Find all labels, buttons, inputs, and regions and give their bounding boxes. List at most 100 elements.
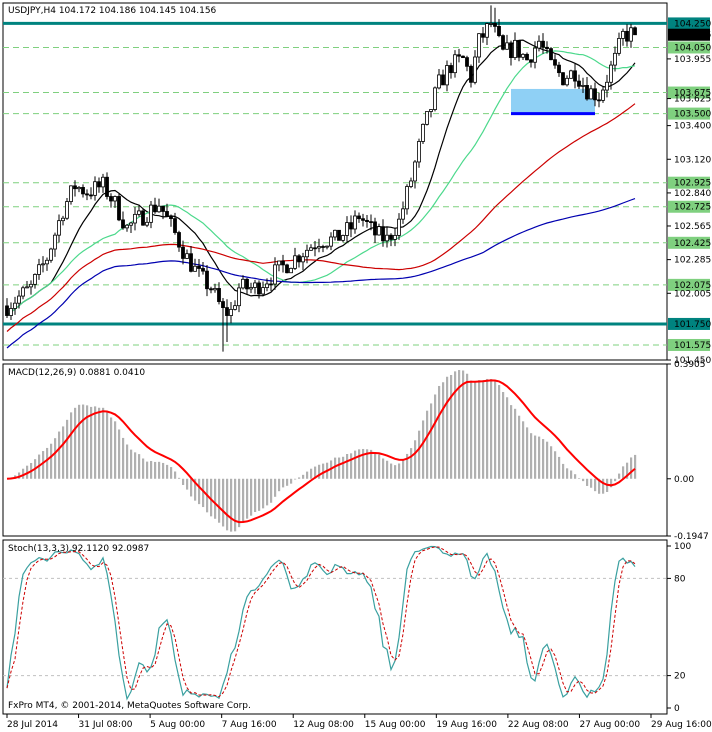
candle-body <box>553 59 557 66</box>
price-label-box <box>668 107 710 120</box>
candle-body <box>109 196 113 202</box>
candle <box>97 177 101 193</box>
candle <box>325 245 329 250</box>
macd-panel-frame <box>2 363 668 537</box>
candle-body <box>617 38 621 54</box>
candle <box>397 213 401 240</box>
candle-body <box>333 229 337 238</box>
macd-bar <box>246 478 249 519</box>
candle-body <box>549 48 553 61</box>
candle-body <box>289 267 293 274</box>
candle-body <box>197 265 201 269</box>
time-axis-label: 12 Aug 08:00 <box>293 720 354 730</box>
candle-body <box>393 234 397 240</box>
candle-body <box>269 283 273 286</box>
candle-body <box>165 211 169 217</box>
chart-header: USDJPY,H4 104.172 104.186 104.145 104.15… <box>8 6 217 16</box>
candle <box>125 224 129 232</box>
candle-body <box>581 85 585 87</box>
candle-body <box>469 65 473 83</box>
candle <box>549 47 553 61</box>
candle-body <box>525 53 529 61</box>
macd-histogram <box>10 370 637 532</box>
macd-bar <box>130 449 133 479</box>
macd-bar <box>138 454 141 479</box>
candle-body <box>81 187 85 195</box>
ma-long-line <box>6 198 636 349</box>
stoch-signal-line <box>6 546 636 698</box>
candle <box>249 282 253 294</box>
candle <box>521 53 525 61</box>
candle-body <box>433 87 437 110</box>
macd-bar <box>102 407 105 479</box>
macd-bar <box>530 433 533 479</box>
price-label-box <box>668 317 710 330</box>
candle <box>25 281 29 289</box>
candle <box>581 77 585 93</box>
candle <box>297 254 301 268</box>
macd-bar <box>614 478 617 482</box>
candle <box>353 210 357 234</box>
candle-body <box>369 221 373 223</box>
macd-bar <box>178 477 181 479</box>
macd-bar <box>318 464 321 479</box>
candle-body <box>73 185 77 190</box>
macd-bar <box>442 382 445 479</box>
candle <box>201 262 205 275</box>
candle <box>497 19 501 38</box>
candle <box>101 173 105 193</box>
macd-bar <box>610 478 613 488</box>
candle-body <box>189 253 193 272</box>
candle-body <box>121 219 125 229</box>
candle <box>557 61 561 77</box>
macd-bar <box>554 451 557 479</box>
candle-body <box>13 302 17 309</box>
candle <box>601 86 605 103</box>
candle-body <box>29 283 33 288</box>
candle-body <box>101 176 105 188</box>
candle <box>225 299 229 342</box>
time-axis-label: 27 Aug 00:00 <box>579 720 640 730</box>
macd-bar <box>54 438 57 479</box>
stoch-axis-label: 80 <box>674 574 686 584</box>
price-label-box <box>668 176 710 189</box>
macd-bar <box>298 477 301 479</box>
candle <box>77 186 81 193</box>
candle-body <box>225 307 229 316</box>
candle <box>121 211 125 230</box>
price-axis-label: 102.725 <box>674 203 711 213</box>
candle <box>149 200 153 229</box>
candle-body <box>349 222 353 230</box>
macd-bar <box>490 379 493 479</box>
macd-bar <box>74 407 77 479</box>
macd-bar <box>278 478 281 492</box>
candle <box>173 212 177 235</box>
macd-bar <box>110 417 113 479</box>
price-axis-label: 101.750 <box>674 320 711 330</box>
candle <box>625 24 629 47</box>
candle-body <box>545 46 549 50</box>
macd-bar <box>510 405 513 479</box>
candle-body <box>437 74 441 89</box>
price-label-box <box>668 236 710 249</box>
macd-bar <box>458 370 461 479</box>
macd-bar <box>586 478 589 486</box>
candle <box>409 177 413 189</box>
candle <box>633 26 637 36</box>
macd-bar <box>566 468 569 479</box>
ma-fast-line <box>6 39 636 316</box>
macd-bar <box>418 430 421 479</box>
candle <box>277 260 281 272</box>
candle <box>17 290 21 309</box>
candle <box>49 247 53 263</box>
candle-body <box>237 287 241 307</box>
candle-body <box>209 288 213 291</box>
macd-bar <box>558 456 561 479</box>
candle-body <box>9 308 13 316</box>
candle <box>569 69 573 79</box>
candle <box>357 212 361 223</box>
candle-body <box>285 264 289 274</box>
candle <box>401 201 405 224</box>
candle <box>545 41 549 54</box>
